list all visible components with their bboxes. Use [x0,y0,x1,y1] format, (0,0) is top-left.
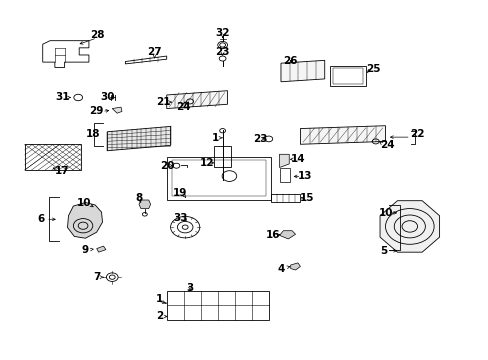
Polygon shape [67,203,102,238]
Text: 14: 14 [290,154,305,164]
Polygon shape [166,91,227,109]
Text: 21: 21 [156,97,171,107]
Bar [329,66,366,86]
Bar [25,144,81,170]
Text: 15: 15 [299,193,313,203]
Text: 1: 1 [211,133,219,143]
Text: 5: 5 [380,246,387,256]
Bar [166,157,271,200]
Text: 16: 16 [265,230,279,240]
Text: 1: 1 [156,294,163,303]
Text: 10: 10 [77,198,91,208]
Text: 23: 23 [215,47,229,57]
Polygon shape [139,200,150,208]
Text: 25: 25 [366,64,380,74]
Polygon shape [379,201,439,252]
Text: 23: 23 [252,134,267,144]
Text: 24: 24 [379,140,393,150]
Bar [332,68,363,84]
Text: 22: 22 [409,129,424,139]
Text: 8: 8 [135,193,142,203]
Text: 26: 26 [283,57,297,66]
Text: 6: 6 [38,214,45,224]
Text: 12: 12 [199,158,213,168]
Text: 24: 24 [176,102,190,112]
Bar [271,194,300,202]
Text: 31: 31 [55,93,69,103]
Text: 29: 29 [89,107,103,116]
Bar [166,291,268,320]
Polygon shape [279,231,295,239]
Text: 13: 13 [297,171,312,181]
Text: 27: 27 [147,47,162,57]
Text: 33: 33 [173,212,187,222]
Text: 9: 9 [82,245,89,255]
Polygon shape [300,126,385,144]
Text: 30: 30 [100,93,114,103]
Text: 7: 7 [93,272,100,282]
Text: 10: 10 [379,208,393,218]
Text: 19: 19 [173,188,187,198]
Polygon shape [279,154,288,167]
Bar [214,146,230,167]
Polygon shape [290,263,300,270]
Bar [171,160,266,196]
Polygon shape [112,107,122,113]
Bar [279,168,289,182]
Text: 28: 28 [90,30,105,40]
Text: 32: 32 [215,28,229,38]
Polygon shape [107,126,170,151]
Text: 4: 4 [277,264,284,274]
Polygon shape [97,246,106,252]
Text: 3: 3 [186,283,193,293]
Polygon shape [281,60,324,82]
Text: 18: 18 [85,129,100,139]
Text: 20: 20 [160,161,175,171]
Text: 17: 17 [55,166,69,176]
Text: 2: 2 [156,311,163,321]
